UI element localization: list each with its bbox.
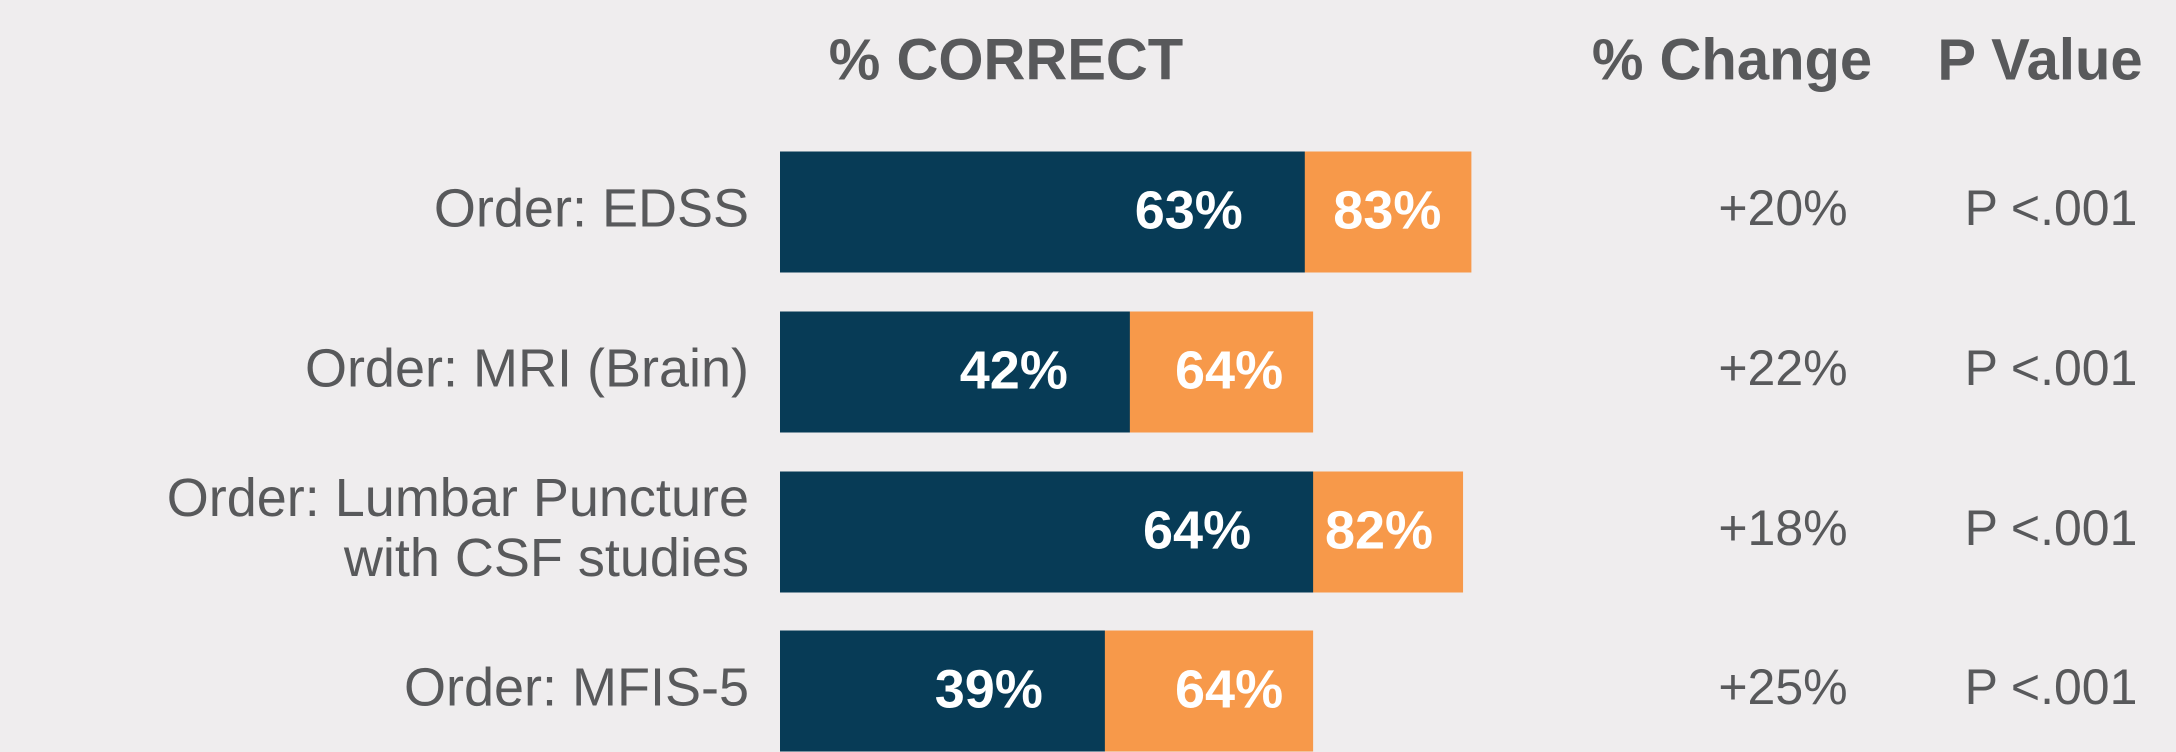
value-label: 63%	[1135, 180, 1243, 240]
column-value: P <.001	[1965, 180, 2138, 236]
value-label: 64%	[1143, 500, 1251, 560]
column-value: +20%	[1718, 180, 1847, 236]
category-label: Order: MFIS-5	[404, 657, 749, 717]
value-label: 82%	[1325, 500, 1433, 560]
column-value: +25%	[1718, 659, 1847, 715]
column-value: P <.001	[1965, 659, 2138, 715]
bar	[780, 311, 1130, 433]
category-label: Order: Lumbar Puncture with CSF studies	[167, 468, 749, 588]
category-label: Order: MRI (Brain)	[305, 338, 749, 398]
bar	[780, 471, 1314, 593]
value-label: 83%	[1333, 180, 1441, 240]
value-label: 39%	[935, 659, 1043, 719]
column-value: +18%	[1718, 500, 1847, 556]
value-label: 42%	[960, 340, 1068, 400]
category-line: Order: Lumbar Puncture	[167, 468, 749, 528]
chart-title: % CORRECT	[829, 27, 1183, 92]
column-header: P Value	[1937, 27, 2142, 92]
column-header: % Change	[1592, 27, 1872, 92]
category-line: with CSF studies	[343, 528, 749, 588]
column-value: +22%	[1718, 340, 1847, 396]
value-label: 64%	[1175, 340, 1283, 400]
category-label: Order: EDSS	[434, 178, 749, 238]
value-label: 64%	[1175, 659, 1283, 719]
column-value: P <.001	[1965, 500, 2138, 556]
bar	[780, 630, 1105, 752]
column-value: P <.001	[1965, 340, 2138, 396]
bar	[780, 151, 1305, 273]
